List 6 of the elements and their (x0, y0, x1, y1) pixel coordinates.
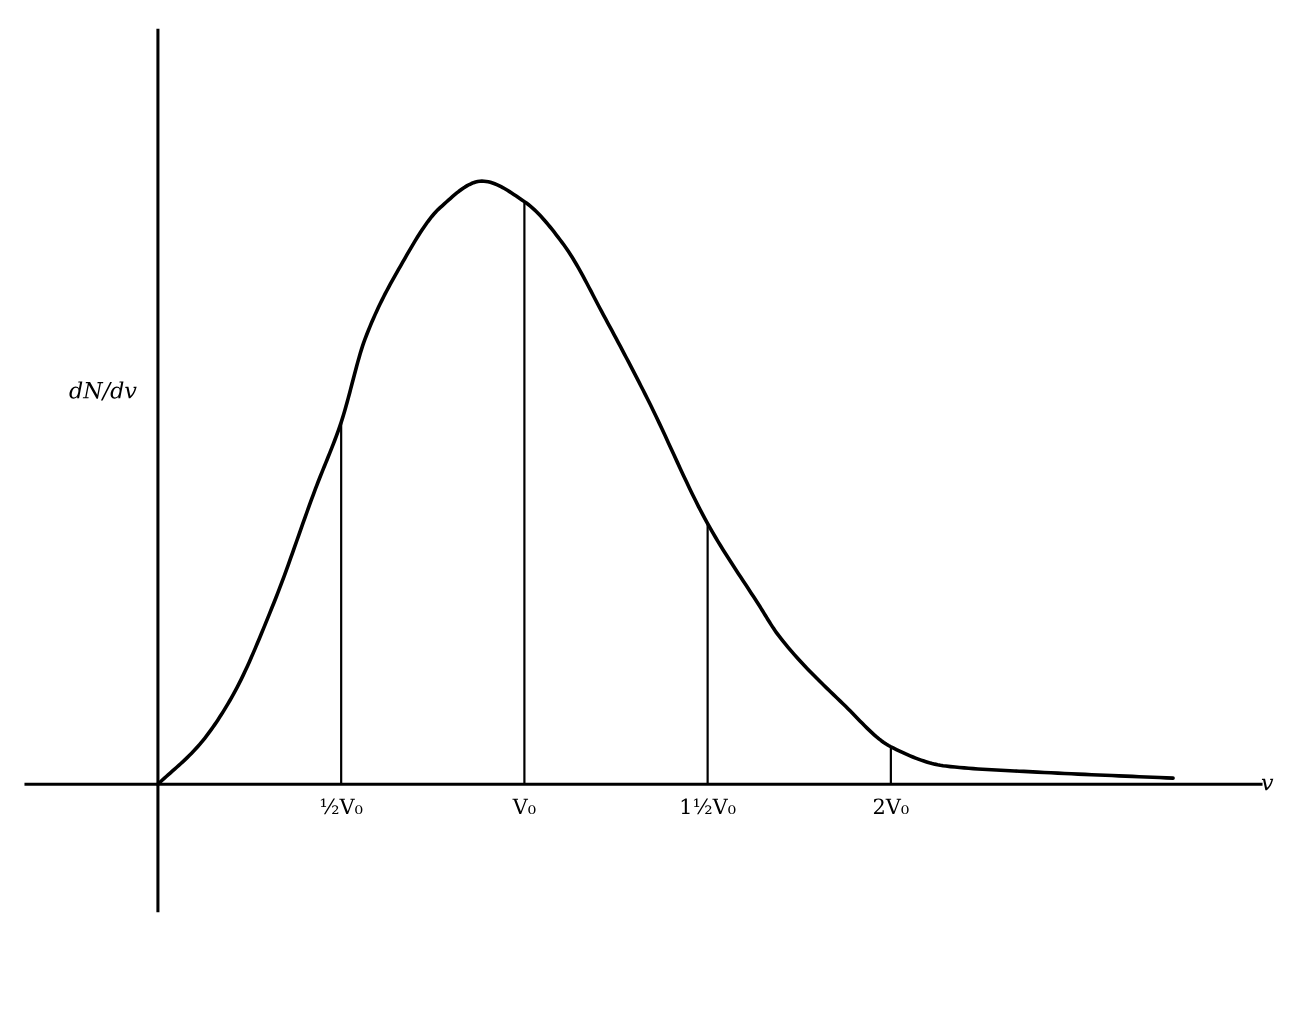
y-axis-title: dN/dv (69, 381, 137, 401)
x-axis-title: v (1261, 778, 1274, 791)
x-tick-label: ½V₀ (320, 798, 363, 815)
x-tick-label: 2V₀ (873, 798, 909, 815)
x-tick-label: 1½V₀ (681, 798, 736, 815)
x-tick-label: V₀ (512, 798, 536, 815)
